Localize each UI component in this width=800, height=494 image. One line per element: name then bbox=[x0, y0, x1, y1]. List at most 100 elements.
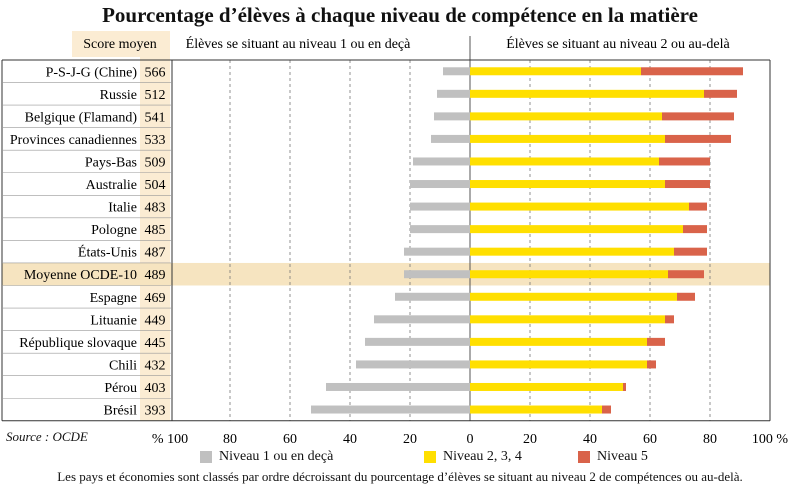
bar-level1 bbox=[443, 67, 470, 75]
right-header: Élèves se situant au niveau 2 ou au-delà bbox=[506, 35, 730, 52]
bar-level1 bbox=[365, 338, 470, 346]
bar-level5 bbox=[668, 270, 704, 278]
score-value: 512 bbox=[145, 88, 166, 103]
score-value: 445 bbox=[145, 336, 166, 351]
legend-label-mid: Niveau 2, 3, 4 bbox=[443, 449, 522, 465]
category-label: États-Unis bbox=[78, 244, 137, 261]
bar-level1 bbox=[374, 315, 470, 323]
category-label: Australie bbox=[86, 178, 137, 193]
bar-level1 bbox=[404, 248, 470, 256]
x-tick-label: 20 bbox=[403, 432, 417, 445]
bar-level5 bbox=[602, 406, 611, 414]
category-label: P-S-J-G (Chine) bbox=[46, 65, 138, 80]
bar-level1 bbox=[437, 90, 470, 98]
score-value: 449 bbox=[145, 313, 166, 328]
x-tick-label: 80 bbox=[223, 432, 237, 445]
bar-level1 bbox=[356, 360, 470, 368]
bar-level1 bbox=[410, 180, 470, 188]
bar-level234 bbox=[470, 360, 647, 368]
bar-level1 bbox=[395, 293, 470, 301]
legend-item-high: Niveau 5 bbox=[578, 449, 648, 465]
category-label: Pays-Bas bbox=[85, 155, 137, 170]
score-value: 489 bbox=[145, 268, 166, 283]
score-value: 509 bbox=[145, 155, 166, 170]
bar-level5 bbox=[665, 315, 674, 323]
category-label: Pologne bbox=[91, 223, 137, 238]
bar-level234 bbox=[470, 180, 665, 188]
chart: P-S-J-G (Chine) 566 Russie 512 Belgique (Fla… bbox=[0, 0, 800, 445]
x-tick-label: 0 bbox=[467, 432, 474, 445]
category-label: République slovaque bbox=[19, 336, 137, 351]
bar-level5 bbox=[665, 135, 731, 143]
legend-label-high: Niveau 5 bbox=[597, 449, 648, 465]
category-label: Chili bbox=[109, 358, 137, 373]
x-tick-label: 40 bbox=[583, 432, 597, 445]
legend-swatch-low bbox=[200, 451, 212, 463]
x-tick-label: 60 bbox=[643, 432, 657, 445]
score-value: 533 bbox=[145, 133, 166, 148]
score-header: Score moyen bbox=[83, 37, 156, 52]
left-header: Élèves se situant au niveau 1 ou en deçà bbox=[186, 35, 411, 52]
source-note: Source : OCDE bbox=[6, 429, 88, 445]
score-value: 487 bbox=[145, 246, 166, 261]
score-value: 403 bbox=[145, 381, 166, 396]
bar-level5 bbox=[641, 67, 743, 75]
bar-level5 bbox=[647, 360, 656, 368]
category-label: Italie bbox=[108, 201, 137, 216]
bar-level5 bbox=[683, 225, 707, 233]
bar-level5 bbox=[674, 248, 707, 256]
bar-level1 bbox=[434, 112, 470, 120]
bar-level1 bbox=[431, 135, 470, 143]
x-tick-label: 80 bbox=[703, 432, 717, 445]
bar-level234 bbox=[470, 112, 662, 120]
bar-level1 bbox=[410, 203, 470, 211]
category-label: Provinces canadiennes bbox=[10, 133, 137, 148]
bar-level5 bbox=[662, 112, 734, 120]
category-label: Espagne bbox=[90, 291, 137, 306]
bar-level1 bbox=[410, 225, 470, 233]
legend-label-low: Niveau 1 ou en deçà bbox=[219, 449, 333, 465]
bar-level234 bbox=[470, 135, 665, 143]
score-value: 566 bbox=[145, 65, 166, 80]
bar-level234 bbox=[470, 406, 602, 414]
bar-level5 bbox=[659, 157, 710, 165]
score-value: 504 bbox=[145, 178, 166, 193]
bar-level234 bbox=[470, 315, 665, 323]
bar-level234 bbox=[470, 338, 647, 346]
category-label: Russie bbox=[100, 88, 137, 103]
legend-item-mid: Niveau 2, 3, 4 bbox=[424, 449, 522, 465]
bar-level5 bbox=[704, 90, 737, 98]
score-value: 485 bbox=[145, 223, 166, 238]
bar-level1 bbox=[404, 270, 470, 278]
bar-level5 bbox=[647, 338, 665, 346]
category-label: Belgique (Flamand) bbox=[25, 110, 138, 125]
legend-swatch-mid bbox=[424, 451, 436, 463]
bar-level5 bbox=[677, 293, 695, 301]
bar-level1 bbox=[413, 157, 470, 165]
bar-level234 bbox=[470, 67, 641, 75]
x-tick-label: 100 % bbox=[752, 432, 789, 445]
bar-level234 bbox=[470, 157, 659, 165]
x-tick-label: % 100 bbox=[152, 432, 188, 445]
bar-level234 bbox=[470, 248, 674, 256]
bar-level234 bbox=[470, 90, 704, 98]
bar-level5 bbox=[665, 180, 710, 188]
score-value: 432 bbox=[145, 358, 166, 373]
bar-level234 bbox=[470, 225, 683, 233]
score-value: 483 bbox=[145, 201, 166, 216]
legend-item-low: Niveau 1 ou en deçà bbox=[200, 449, 333, 465]
bar-level234 bbox=[470, 203, 689, 211]
category-label: Moyenne OCDE-10 bbox=[24, 268, 137, 283]
category-label: Brésil bbox=[104, 404, 138, 419]
bar-level1 bbox=[326, 383, 470, 391]
category-label: Lituanie bbox=[90, 313, 137, 328]
bar-level5 bbox=[623, 383, 626, 391]
bar-level1 bbox=[311, 406, 470, 414]
bar-level234 bbox=[470, 293, 677, 301]
x-tick-label: 60 bbox=[283, 432, 297, 445]
bar-level234 bbox=[470, 270, 668, 278]
score-value: 541 bbox=[145, 110, 166, 125]
score-value: 393 bbox=[145, 404, 166, 419]
bar-level234 bbox=[470, 383, 623, 391]
category-label: Pérou bbox=[104, 381, 137, 396]
